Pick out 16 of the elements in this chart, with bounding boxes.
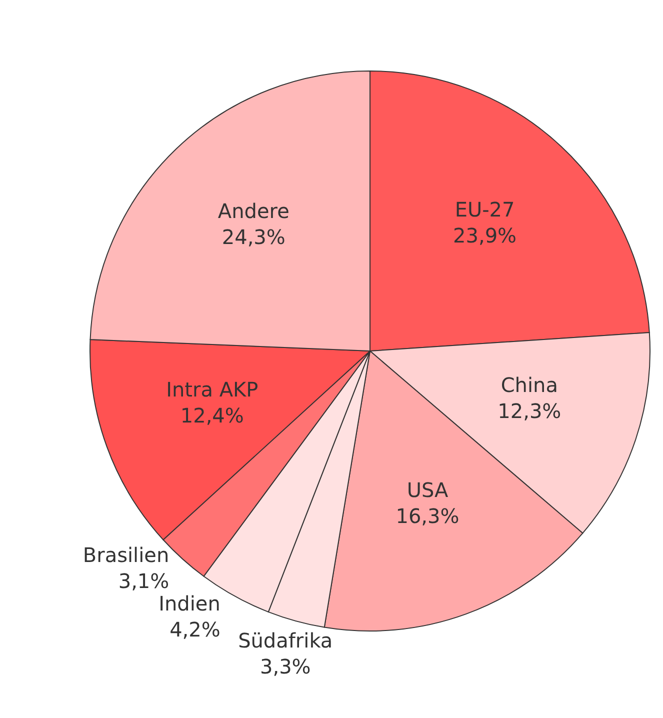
slice-label: USA <box>406 478 449 502</box>
data-label: 3,1% <box>118 568 170 593</box>
slice-label: Andere <box>218 198 290 223</box>
slice-label: Südafrika <box>238 628 333 653</box>
data-label: 12,4% <box>180 404 244 428</box>
slice-label: Intra AKP <box>166 378 258 402</box>
data-label: 4,2% <box>170 618 220 642</box>
data-label: 23,9% <box>453 223 517 248</box>
data-label: 3,3% <box>260 654 311 679</box>
slice-label: Indien <box>158 592 220 616</box>
data-label: 12,3% <box>498 399 562 424</box>
data-label: 16,3% <box>396 504 460 528</box>
slice-label: EU-27 <box>454 197 515 222</box>
data-label: 24,3% <box>222 224 286 249</box>
slice-label: China <box>500 373 558 398</box>
slice-label: Brasilien <box>82 542 170 567</box>
